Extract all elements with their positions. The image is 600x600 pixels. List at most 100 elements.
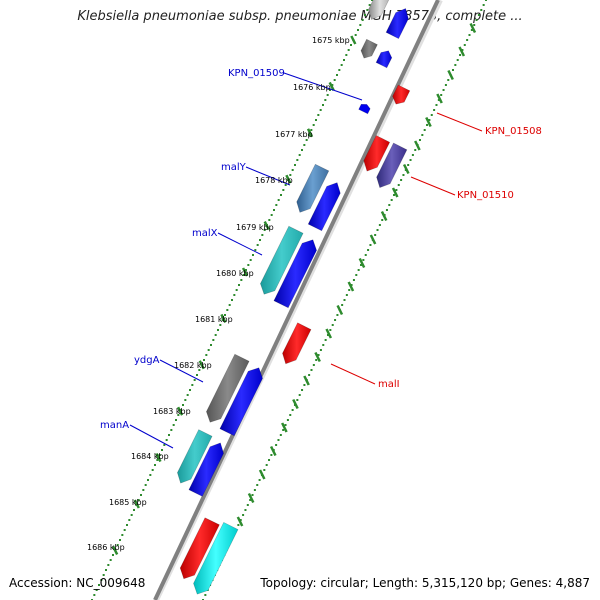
inner-tick [112, 545, 119, 555]
outer-dot [355, 274, 358, 276]
outer-dot [360, 264, 363, 266]
inner-dot [345, 54, 348, 56]
inner-dot [147, 479, 149, 481]
inner-dot [119, 539, 121, 541]
inner-dot [105, 569, 107, 571]
gene-red-bottom[interactable] [179, 517, 220, 580]
gene-kpn-01508[interactable] [392, 84, 411, 105]
inner-dot [364, 14, 366, 16]
outer-dot [251, 494, 254, 496]
gene-label-maly[interactable]: malY [221, 162, 247, 173]
inner-dot [357, 29, 359, 31]
gene-kpn-01509[interactable] [358, 103, 371, 115]
gene-maly-b[interactable] [307, 182, 341, 232]
inner-dot [144, 484, 147, 486]
outer-dot [284, 424, 287, 426]
gene-label-mana[interactable]: manA [100, 420, 129, 431]
leader-kpn-01510 [410, 176, 456, 196]
outer-dot [256, 484, 259, 486]
inner-dot [133, 509, 135, 511]
kbp-label: 1678 kbp [255, 176, 293, 185]
outer-dot [312, 364, 315, 366]
gene-label-mali[interactable]: malI [378, 379, 400, 390]
gene-blue-small[interactable] [375, 50, 393, 69]
gene-gray-small[interactable] [360, 38, 378, 59]
kbp-label: 1680 kbp [216, 269, 254, 278]
gene-ydga-a[interactable] [206, 353, 250, 423]
inner-dot [112, 554, 114, 556]
outer-tick [391, 187, 399, 198]
gene-malx-a[interactable] [260, 225, 304, 295]
gene-cyan-bottom[interactable] [193, 521, 239, 595]
outer-dot [362, 259, 365, 261]
outer-tick [425, 116, 432, 128]
inner-dot [277, 199, 280, 201]
gene-mali[interactable] [282, 322, 312, 365]
kbp-label: 1681 kbp [195, 315, 233, 324]
gene-silver-top[interactable] [368, 0, 391, 20]
outer-dot [291, 409, 294, 411]
outer-dot [433, 109, 436, 111]
inner-dot [172, 424, 175, 426]
kbp-label: 1686 kbp [87, 543, 125, 552]
inner-dot [198, 369, 201, 371]
outer-dot [322, 344, 325, 346]
inner-dot [282, 189, 285, 191]
outer-tick [258, 469, 266, 480]
outer-dot [331, 324, 334, 326]
gene-label-kpn-01510[interactable]: KPN_01510 [457, 190, 514, 201]
inner-dot [170, 429, 173, 431]
inner-dot [154, 464, 156, 466]
gene-label-kpn-01509[interactable]: KPN_01509 [228, 68, 285, 79]
outer-dot [244, 509, 247, 511]
outer-tick [414, 140, 421, 151]
gene-blue-top[interactable] [385, 8, 409, 40]
outer-dot [289, 414, 292, 416]
gene-kpn-01510[interactable] [376, 142, 408, 188]
inner-dot [184, 399, 187, 401]
inner-dot [263, 229, 266, 231]
gene-mana-b[interactable] [188, 442, 224, 497]
gene-red-a[interactable] [363, 135, 391, 172]
inner-dot [310, 129, 313, 131]
inner-tick [328, 81, 335, 91]
outer-tick [469, 22, 477, 34]
gene-ydga-b[interactable] [219, 367, 263, 437]
gene-malx-b[interactable] [273, 239, 317, 309]
outer-dot [317, 354, 320, 356]
outer-dot [456, 59, 459, 61]
outer-dot [336, 314, 339, 316]
outer-dot [440, 94, 443, 96]
gene-label-malx[interactable]: malX [192, 228, 218, 239]
gene-label-ydga[interactable]: ydgA [134, 355, 160, 366]
gene-label-kpn-01508[interactable]: KPN_01508 [485, 126, 542, 137]
outer-tick [402, 163, 410, 175]
outer-tick [292, 398, 299, 410]
outer-dot [204, 594, 207, 596]
gene-labels[interactable]: KPN_01509 malY malX ydgA manA KPN_01508 … [100, 68, 542, 431]
gene-mana-a[interactable] [177, 429, 213, 484]
leader-mana [129, 424, 174, 449]
outer-dot [350, 284, 353, 286]
outer-dot [303, 384, 306, 386]
kbp-label: 1684 kbp [131, 452, 169, 461]
inner-dot [214, 334, 217, 336]
outer-dot [376, 229, 379, 231]
inner-dot [289, 174, 292, 176]
inner-dot [319, 109, 322, 111]
inner-dot [221, 319, 224, 321]
inner-tick [133, 499, 140, 509]
gene-track[interactable] [177, 0, 411, 595]
outer-dot [378, 224, 381, 226]
gene-maly-a[interactable] [296, 163, 330, 213]
inner-dot [177, 414, 180, 416]
inner-dot [212, 339, 215, 341]
leader-mali [330, 363, 376, 385]
inner-dot [193, 379, 196, 381]
inner-dot [210, 344, 212, 346]
inner-dot [336, 74, 338, 76]
inner-dot [142, 489, 145, 491]
leader-kpn-01509 [283, 72, 363, 101]
inner-dot [163, 444, 166, 446]
